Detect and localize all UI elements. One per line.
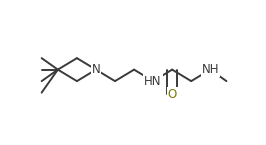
Text: HN: HN [144,75,162,88]
Text: N: N [92,63,100,76]
Text: NH: NH [202,63,219,76]
Text: O: O [168,88,177,100]
